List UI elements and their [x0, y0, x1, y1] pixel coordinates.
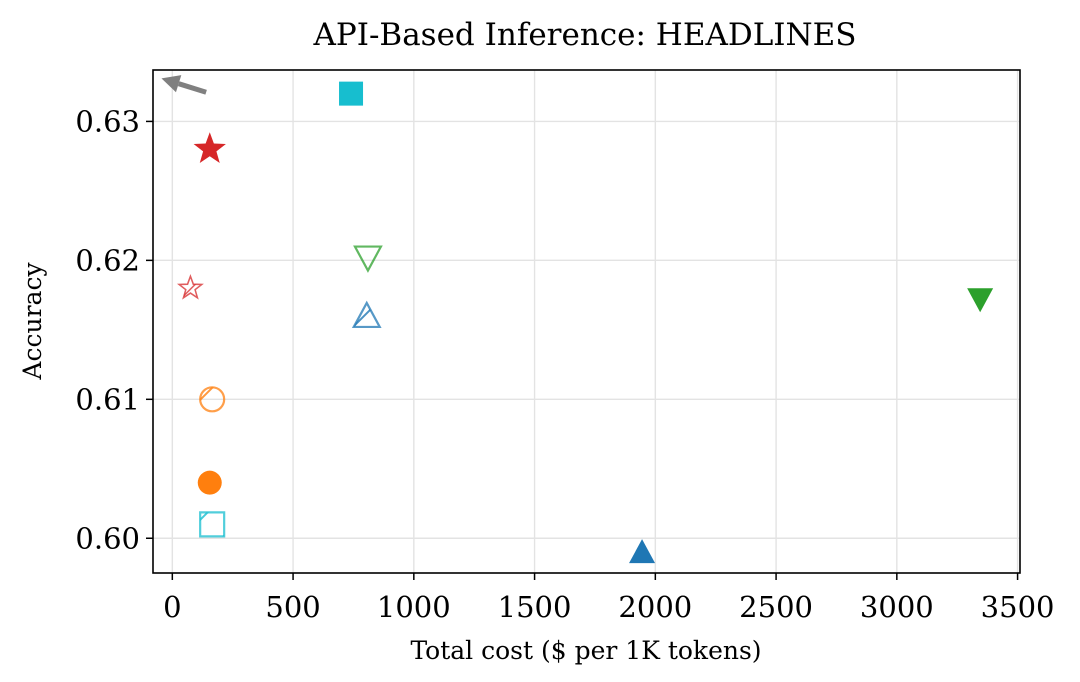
data-point-circle [199, 386, 226, 413]
annotation [161, 75, 207, 95]
data-point-triangle-down [353, 245, 383, 273]
x-axis-title: Total cost ($ per 1K tokens) [410, 636, 761, 665]
x-tick-label: 3500 [981, 590, 1055, 624]
x-tick-label: 0 [163, 590, 181, 624]
y-tick-label: 0.61 [75, 382, 140, 416]
y-tick-label: 0.62 [75, 243, 140, 277]
x-tick-label: 1000 [377, 590, 451, 624]
data-point-square [199, 511, 226, 538]
data-point-triangle-up [351, 300, 382, 329]
better-direction-arrow [177, 81, 207, 95]
data-point-triangle-down [967, 288, 994, 313]
grid-lines [153, 70, 1020, 573]
chart-title: API-Based Inference: HEADLINES [312, 17, 856, 53]
arrow-head [161, 75, 182, 93]
x-tick-label: 2000 [618, 590, 692, 624]
y-tick-label: 0.63 [75, 104, 140, 138]
plot-frame [152, 69, 1021, 574]
data-point-star [176, 273, 204, 300]
data-point-square [339, 81, 364, 106]
data-point-star [193, 132, 226, 163]
x-tick-label: 500 [265, 590, 320, 624]
data-point-circle [197, 470, 222, 495]
x-tick-label: 1500 [498, 590, 572, 624]
y-tick-label: 0.60 [75, 521, 140, 555]
axis-ticks: 0 500 1000 1500 2000 2500 3000 3500 0.60 0.61 0.62… [75, 104, 1054, 624]
y-axis-title: Accuracy [18, 262, 47, 381]
x-tick-label: 2500 [739, 590, 813, 624]
data-point-triangle-up [629, 539, 656, 564]
x-tick-label: 3000 [860, 590, 934, 624]
data-points [176, 81, 994, 564]
